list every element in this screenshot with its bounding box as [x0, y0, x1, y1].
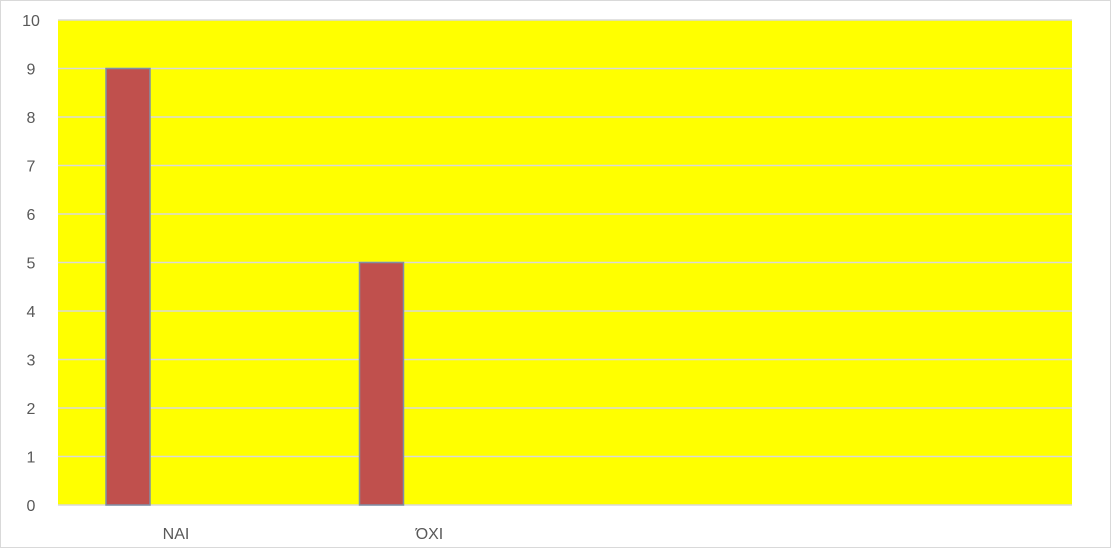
y-tick-label: 2	[27, 401, 36, 418]
y-tick-label: 0	[27, 498, 36, 515]
bar	[358, 261, 405, 506]
y-tick-label: 10	[22, 13, 40, 30]
y-tick-label: 3	[27, 353, 36, 370]
x-axis-ticks: NAI ΌΧΙ	[163, 526, 444, 543]
x-tick-label: NAI	[163, 526, 190, 543]
y-tick-label: 9	[27, 62, 36, 79]
y-tick-label: 7	[27, 159, 36, 176]
bars	[105, 67, 405, 506]
y-tick-label: 4	[27, 304, 36, 321]
y-axis-ticks: 0 1 2 3 4 5 6 7 8 9 10	[22, 13, 40, 515]
gridlines	[58, 19, 1072, 506]
bar	[105, 67, 151, 506]
y-tick-label: 1	[27, 450, 36, 467]
x-tick-label: ΌΧΙ	[415, 526, 444, 543]
y-tick-label: 8	[27, 110, 36, 127]
y-tick-label: 6	[27, 207, 36, 224]
y-tick-label: 5	[27, 256, 36, 273]
